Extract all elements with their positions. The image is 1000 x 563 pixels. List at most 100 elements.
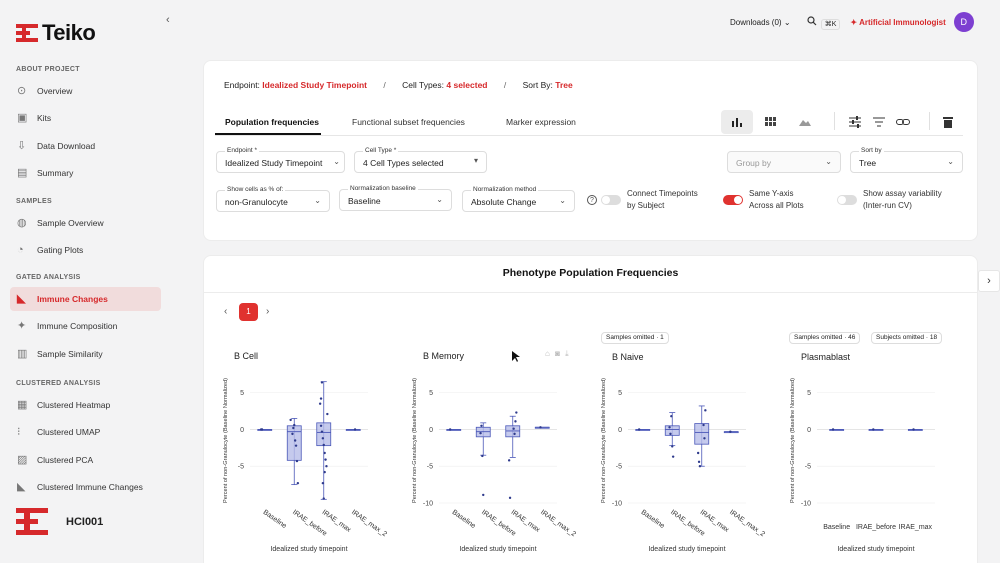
data-point[interactable]	[702, 423, 705, 427]
filter-button[interactable]	[873, 117, 885, 129]
sidebar-item-summary[interactable]: ▤ Summary	[10, 161, 161, 185]
data-point[interactable]	[321, 481, 325, 485]
data-point[interactable]	[292, 426, 295, 430]
camera-icon[interactable]: ◙	[555, 349, 560, 358]
data-point[interactable]	[293, 439, 297, 442]
show-cells-select[interactable]: Show cells as % of: non-Granulocyte ⌄	[216, 186, 330, 212]
data-point[interactable]	[326, 412, 329, 416]
delete-button[interactable]	[943, 116, 953, 130]
sidebar-item-clustered-umap[interactable]: ⁝ Clustered UMAP	[10, 420, 161, 444]
grid-view-button[interactable]	[760, 110, 782, 134]
connect-timepoints-toggle[interactable]	[601, 195, 621, 205]
next-page-icon[interactable]: ›	[266, 306, 270, 317]
link-button[interactable]	[896, 117, 910, 129]
data-point[interactable]	[670, 415, 673, 418]
sidebar-item-kits[interactable]: ▣ Kits	[10, 106, 161, 130]
bar-view-button[interactable]	[721, 110, 753, 134]
data-point[interactable]	[325, 465, 328, 468]
data-point[interactable]	[669, 432, 672, 436]
data-point[interactable]	[482, 493, 485, 497]
data-point[interactable]	[323, 451, 326, 455]
data-point[interactable]	[668, 426, 671, 429]
sidebar-item-data-download[interactable]: ⇩ Data Download	[10, 134, 161, 158]
data-point[interactable]	[508, 496, 512, 500]
sidebar-item-clustered-heatmap[interactable]: ▦ Clustered Heatmap	[10, 393, 161, 417]
data-point[interactable]	[320, 381, 324, 384]
data-point[interactable]	[872, 428, 875, 431]
data-point[interactable]	[513, 432, 516, 436]
data-point[interactable]	[296, 481, 300, 485]
chevron-right-icon[interactable]: ›	[978, 270, 1000, 292]
box[interactable]	[286, 425, 302, 461]
page-1-button[interactable]: 1	[239, 303, 258, 321]
data-point[interactable]	[289, 418, 292, 422]
data-point[interactable]	[696, 451, 700, 455]
assistant-button[interactable]: ✦ Artificial Immunologist	[850, 18, 945, 27]
download-icon[interactable]: ⤓	[565, 349, 569, 358]
data-point[interactable]	[479, 431, 482, 435]
data-point[interactable]	[481, 454, 484, 458]
data-point[interactable]	[323, 470, 326, 474]
endpoint-select[interactable]: Endpoint * Idealized Study Timepoint ⌄	[216, 147, 345, 173]
data-point[interactable]	[671, 445, 674, 448]
data-point[interactable]	[480, 424, 483, 427]
downloads-button[interactable]: Downloads (0) ⌄	[730, 18, 791, 27]
data-point[interactable]	[293, 423, 296, 427]
data-point[interactable]	[294, 444, 298, 447]
sidebar-item-overview[interactable]: ⊙ Overview	[10, 79, 161, 103]
sidebar-item-immune-changes[interactable]: ◣ Immune Changes	[10, 287, 161, 311]
normalization-method-select[interactable]: Normalization method Absolute Change ⌄	[462, 186, 575, 212]
data-point[interactable]	[320, 430, 324, 433]
data-point[interactable]	[353, 428, 357, 431]
sidebar-item-clustered-immune-changes[interactable]: ◣ Clustered Immune Changes	[10, 475, 161, 499]
data-point[interactable]	[322, 497, 325, 500]
avatar[interactable]: D	[953, 12, 974, 32]
data-point[interactable]	[507, 459, 511, 462]
celltype-select[interactable]: Cell Type * 4 Cell Types selected ▾	[354, 147, 487, 173]
data-point[interactable]	[671, 455, 675, 458]
sortby-select[interactable]: Sort by Tree ⌄	[850, 147, 963, 173]
data-point[interactable]	[319, 424, 323, 427]
data-point[interactable]	[912, 428, 915, 431]
box[interactable]	[694, 423, 710, 445]
box[interactable]	[664, 425, 680, 436]
groupby-select[interactable]: Group by ⌄	[727, 151, 841, 173]
data-point[interactable]	[697, 460, 701, 464]
prev-page-icon[interactable]: ‹	[224, 306, 228, 317]
data-point[interactable]	[322, 443, 325, 447]
data-point[interactable]	[319, 397, 323, 400]
data-point[interactable]	[318, 402, 322, 405]
adjust-button[interactable]	[849, 116, 861, 130]
search-button[interactable]: ⌘K	[806, 16, 841, 30]
data-point[interactable]	[260, 428, 264, 431]
tab-population-frequencies[interactable]: Population frequencies	[225, 117, 319, 127]
area-view-button[interactable]	[795, 110, 817, 134]
data-point[interactable]	[831, 428, 835, 431]
sidebar-item-clustered-pca[interactable]: ▨ Clustered PCA	[10, 448, 161, 472]
same-y-axis-toggle[interactable]	[723, 195, 743, 205]
data-point[interactable]	[637, 428, 641, 431]
tab-marker-expression[interactable]: Marker expression	[506, 117, 576, 127]
box[interactable]	[316, 422, 332, 447]
sidebar-item-sample-overview[interactable]: ◍ Sample Overview	[10, 211, 161, 235]
normalization-baseline-select[interactable]: Normalization baseline Baseline ⌄	[339, 185, 452, 211]
data-point[interactable]	[514, 420, 517, 423]
data-point[interactable]	[448, 428, 452, 431]
data-point[interactable]	[512, 427, 515, 430]
help-icon[interactable]: ?	[587, 195, 597, 205]
tab-functional-subset[interactable]: Functional subset frequencies	[352, 117, 465, 127]
data-point[interactable]	[324, 458, 327, 461]
data-point[interactable]	[295, 459, 299, 463]
data-point[interactable]	[515, 411, 518, 414]
data-point[interactable]	[704, 409, 707, 412]
data-point[interactable]	[291, 432, 294, 436]
data-point[interactable]	[539, 426, 542, 429]
teiko-logo[interactable]: Teiko	[16, 20, 96, 46]
home-icon[interactable]: ⌂	[545, 349, 550, 358]
data-point[interactable]	[703, 437, 706, 440]
data-point[interactable]	[698, 465, 702, 468]
collapse-sidebar-icon[interactable]: ‹	[166, 14, 170, 26]
sidebar-item-immune-composition[interactable]: ✦ Immune Composition	[10, 314, 161, 338]
assay-variability-toggle[interactable]	[837, 195, 857, 205]
data-point[interactable]	[321, 437, 325, 440]
